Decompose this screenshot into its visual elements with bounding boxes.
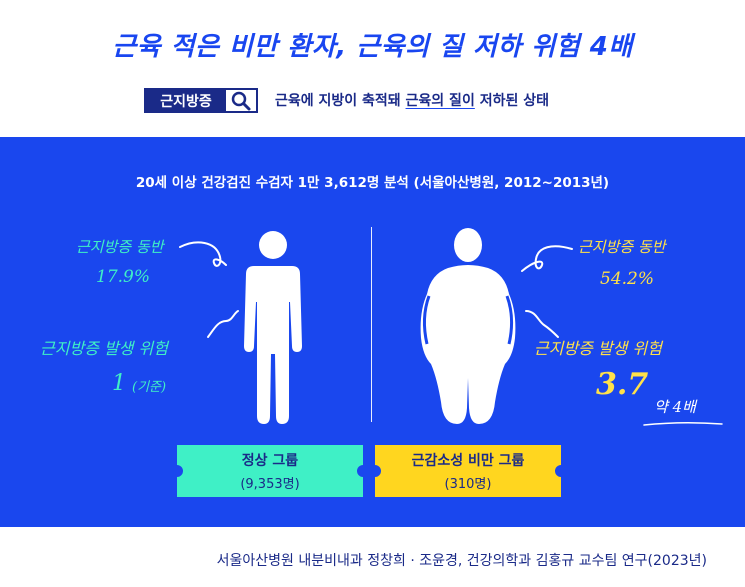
arrow-icon — [521, 245, 573, 272]
arrow-icon — [207, 310, 239, 338]
group-ticket-normal: 정상 그룹 (9,353명) — [177, 445, 363, 497]
right-risk-note: 약 4배 — [654, 398, 696, 416]
arrow-icon — [525, 310, 559, 338]
research-credit: 서울아산병원 내분비내과 정창희 · 조윤경, 건강의학과 김홍규 교수팀 연구… — [216, 553, 707, 569]
group-count: (9,353명) — [240, 477, 300, 492]
term-search-box: 근지방증 — [144, 88, 258, 113]
underline-stroke — [643, 421, 723, 426]
left-risk-note: (기준) — [132, 380, 167, 395]
group-name: 근감소성 비만 그룹 — [411, 453, 525, 469]
right-risk-label: 근지방증 발생 위험 — [534, 339, 662, 358]
definition-prefix: 근육에 지방이 축적돼 — [275, 93, 406, 109]
definition-text: 근육에 지방이 축적돼 근육의 질이 저하된 상태 — [275, 90, 549, 110]
thin-person-icon — [244, 231, 302, 424]
center-divider — [371, 227, 372, 422]
footer: 서울아산병원 내분비내과 정창희 · 조윤경, 건강의학과 김홍규 교수팀 연구… — [0, 527, 745, 587]
right-accompany-value: 54.2% — [600, 269, 655, 289]
group-ticket-obese: 근감소성 비만 그룹 (310명) — [375, 445, 561, 497]
header: 근육 적은 비만 환자, 근육의 질 저하 위험 4배 근지방증 근육에 지방이… — [0, 0, 745, 137]
group-count: (310명) — [444, 477, 492, 492]
definition-suffix: 저하된 상태 — [474, 93, 549, 109]
left-risk-value: 1 — [112, 371, 126, 396]
obese-person-icon — [420, 228, 516, 424]
left-risk-label: 근지방증 발생 위험 — [40, 339, 168, 358]
definition-highlight: 근육의 질이 — [405, 93, 475, 109]
term-label: 근지방증 — [146, 90, 226, 111]
right-accompany-label: 근지방증 동반 — [578, 238, 666, 256]
study-subtitle: 20세 이상 건강검진 수검자 1만 3,612명 분석 (서울아산병원, 20… — [135, 175, 610, 191]
left-accompany-label: 근지방증 동반 — [76, 238, 164, 256]
ticket-shape — [177, 445, 363, 497]
group-name: 정상 그룹 — [241, 453, 299, 469]
arrow-icon — [179, 241, 227, 267]
page-title: 근육 적은 비만 환자, 근육의 질 저하 위험 4배 — [112, 32, 633, 62]
left-accompany-value: 17.9% — [96, 267, 151, 287]
main-panel: 20세 이상 건강검진 수검자 1만 3,612명 분석 (서울아산병원, 20… — [0, 137, 745, 527]
right-risk-value: 3.7 — [596, 367, 649, 402]
ticket-shape — [375, 445, 561, 497]
search-icon — [226, 90, 256, 111]
